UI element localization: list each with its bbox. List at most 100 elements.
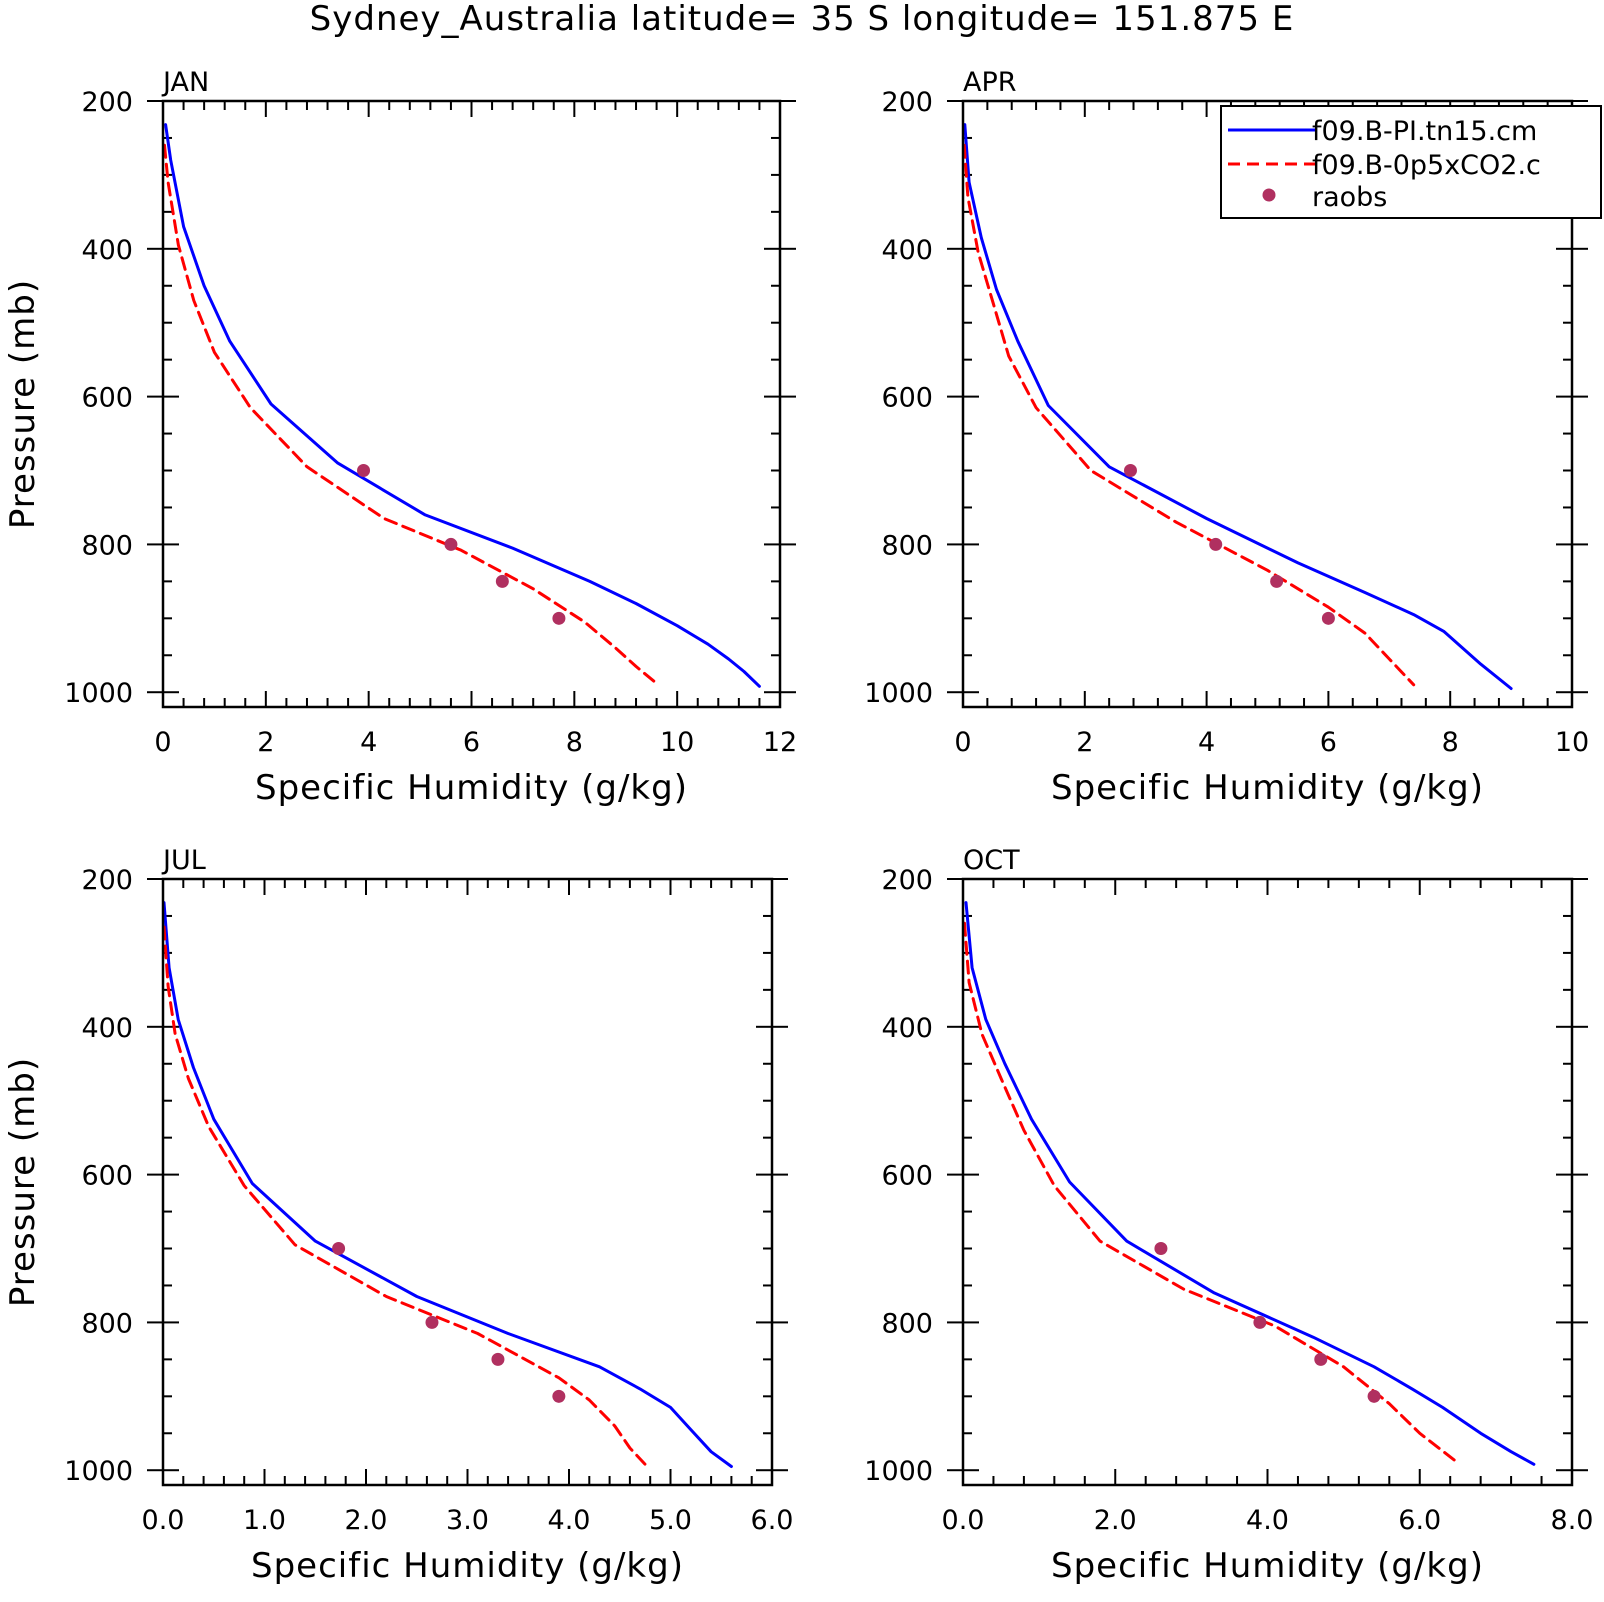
x-tick-label: 6.0 — [1398, 1505, 1441, 1536]
y-tick-label: 1000 — [64, 1456, 133, 1487]
y-tick-label: 200 — [81, 865, 133, 896]
panel-oct: OCT 200 400 600 800 1000 0.0 2.0 4.0 6.0 8.0 Specif… — [864, 845, 1593, 1586]
raobs-point — [1367, 1389, 1381, 1403]
x-tick-label: 3.0 — [446, 1505, 489, 1536]
y-tick-label: 800 — [881, 530, 933, 561]
raobs-point — [1314, 1352, 1328, 1366]
y-tick-label: 200 — [881, 87, 933, 118]
series-line-pi — [164, 123, 761, 688]
series-line-pi — [163, 901, 733, 1468]
y-tick-label: 400 — [881, 1013, 933, 1044]
raobs-point — [1154, 1242, 1168, 1256]
y-tick-label: 400 — [81, 1013, 133, 1044]
y-tick-label: 400 — [81, 235, 133, 266]
y-tick-label: 800 — [81, 1308, 133, 1339]
raobs-point — [1209, 537, 1223, 551]
legend-label: f09.B-PI.tn15.cm — [1312, 116, 1537, 147]
series-line-0p5xco2 — [963, 143, 1416, 687]
raobs-point — [1321, 611, 1335, 625]
series-line-0p5xco2 — [963, 921, 1460, 1465]
y-tick-label: 1000 — [864, 1456, 933, 1487]
y-axis-title: Pressure (mb) — [3, 1057, 43, 1307]
raobs-point — [491, 1352, 505, 1366]
series-group — [163, 123, 761, 688]
series-group — [963, 901, 1536, 1466]
legend-box — [1220, 105, 1602, 219]
series-group — [163, 901, 733, 1468]
x-tick-label: 4.0 — [548, 1505, 591, 1536]
y-tick-label: 400 — [881, 235, 933, 266]
panel-label: JAN — [161, 67, 209, 98]
raobs-point — [495, 574, 509, 588]
panel-jul: JUL 200 400 600 800 1000 0.0 1.0 2.0 3.0 4.0 5.0 6.0… — [3, 845, 793, 1586]
x-tick-label: 8 — [566, 727, 583, 758]
x-tick-label: 2 — [257, 727, 274, 758]
panel-label: JUL — [161, 845, 206, 876]
x-axis-title: Specific Humidity (g/kg) — [1051, 1546, 1484, 1586]
x-tick-label: 6.0 — [751, 1505, 794, 1536]
x-tick-label: 5.0 — [649, 1505, 692, 1536]
raobs-point — [332, 1242, 346, 1256]
y-tick-label: 600 — [81, 383, 133, 414]
raobs-point — [425, 1315, 439, 1329]
y-tick-label: 200 — [81, 87, 133, 118]
raobs-point — [552, 1389, 566, 1403]
x-tick-label: 0 — [954, 727, 971, 758]
series-group — [963, 123, 1513, 690]
x-tick-label: 0 — [154, 727, 171, 758]
plot-frame — [161, 877, 774, 1487]
raobs-point — [444, 537, 458, 551]
panel-label: APR — [963, 67, 1017, 98]
y-tick-label: 600 — [881, 383, 933, 414]
x-tick-label: 4 — [360, 727, 377, 758]
x-tick-label: 6 — [463, 727, 480, 758]
x-axis-title: Specific Humidity (g/kg) — [1051, 768, 1484, 808]
y-tick-label: 600 — [881, 1161, 933, 1192]
y-tick-label: 200 — [881, 865, 933, 896]
y-tick-label: 1000 — [864, 678, 933, 709]
plot-frame — [961, 99, 1574, 709]
x-tick-label: 10 — [1555, 727, 1589, 758]
x-tick-label: 4.0 — [1246, 1505, 1289, 1536]
x-tick-label: 4 — [1198, 727, 1215, 758]
plot-frame — [161, 99, 782, 709]
x-axis-title: Specific Humidity (g/kg) — [251, 1546, 684, 1586]
x-tick-label: 1.0 — [243, 1505, 286, 1536]
x-tick-label: 10 — [660, 727, 694, 758]
x-tick-label: 2.0 — [1094, 1505, 1137, 1536]
panel-apr: APR 200 400 600 800 1000 0 2 4 6 8 10 Specific Humid… — [864, 67, 1589, 808]
raobs-point — [1253, 1315, 1267, 1329]
legend-marker-raobs — [1262, 188, 1276, 202]
panels: JAN 200 400 600 800 1000 0 2 4 6 8 10 12 Specific Hum… — [3, 67, 1593, 1586]
panel-jan: JAN 200 400 600 800 1000 0 2 4 6 8 10 12 Specific Hum… — [3, 67, 797, 808]
x-tick-label: 2 — [1076, 727, 1093, 758]
x-tick-label: 12 — [763, 727, 797, 758]
y-axis-title: Pressure (mb) — [3, 279, 43, 529]
y-tick-label: 1000 — [64, 678, 133, 709]
x-tick-label: 8.0 — [1551, 1505, 1594, 1536]
panel-label: OCT — [963, 845, 1020, 876]
y-tick-label: 800 — [881, 1308, 933, 1339]
raobs-point — [1270, 574, 1284, 588]
x-tick-label: 0.0 — [942, 1505, 985, 1536]
x-axis-title: Specific Humidity (g/kg) — [255, 768, 688, 808]
y-tick-label: 800 — [81, 530, 133, 561]
plot-frame — [961, 877, 1574, 1487]
series-line-0p5xco2 — [163, 925, 647, 1466]
series-line-0p5xco2 — [163, 143, 659, 685]
main-title: Sydney_Australia latitude= 35 S longitud… — [310, 0, 1295, 39]
x-tick-label: 2.0 — [345, 1505, 388, 1536]
y-tick-label: 600 — [81, 1161, 133, 1192]
raobs-point — [552, 611, 566, 625]
series-line-pi — [964, 901, 1536, 1466]
x-tick-label: 6 — [1320, 727, 1337, 758]
legend-label: f09.B-0p5xCO2.c — [1312, 150, 1541, 181]
x-tick-label: 0.0 — [142, 1505, 185, 1536]
raobs-point — [1123, 464, 1137, 478]
raobs-point — [357, 464, 371, 478]
legend-label: raobs — [1312, 182, 1387, 213]
series-line-pi — [963, 123, 1513, 690]
x-tick-label: 8 — [1442, 727, 1459, 758]
